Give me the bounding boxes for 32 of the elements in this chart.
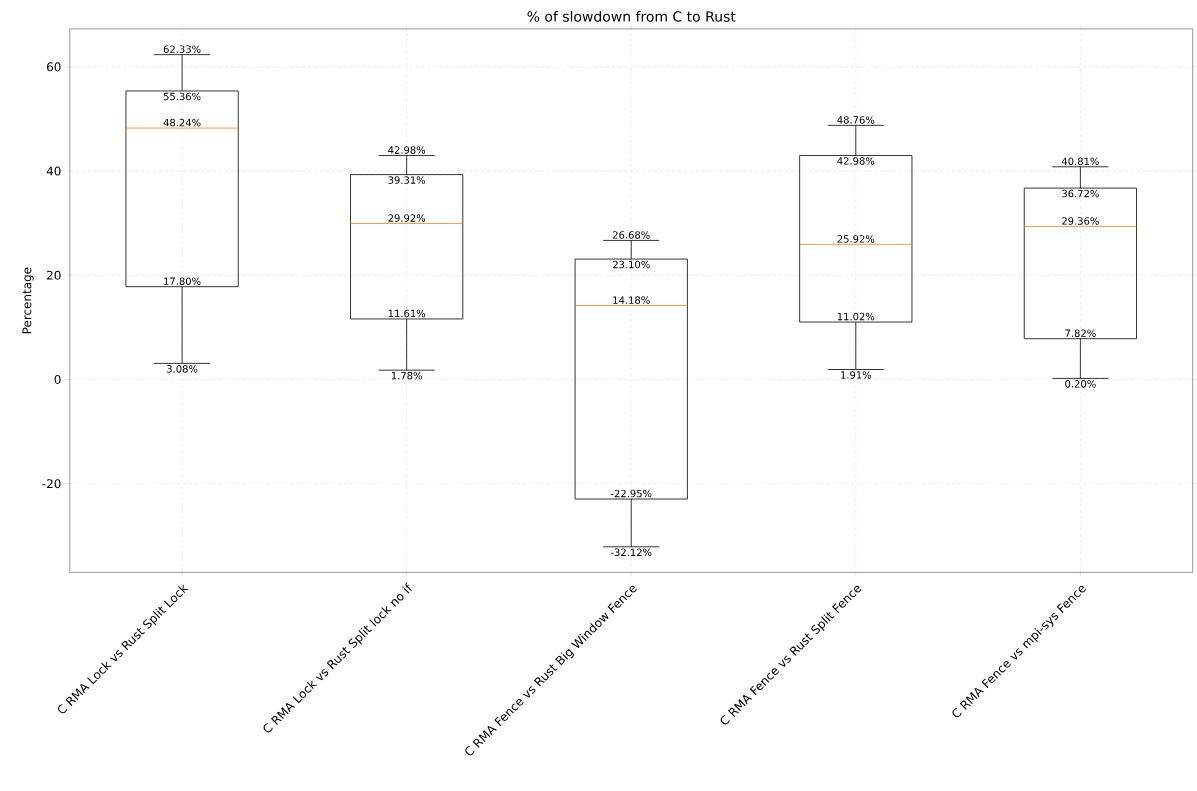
annotation: -22.95% [610,489,652,498]
annotation: 40.81% [1061,157,1099,166]
annotation: 48.24% [163,118,201,127]
annotation: 11.61% [388,309,426,318]
annotation: 29.36% [1062,217,1099,225]
annotation: 14.18% [613,296,650,304]
y-tick-label: 60 [47,62,61,72]
y-axis-title: Percentage [22,267,34,334]
y-tick-label: 20 [47,270,61,280]
annotation: 11.02% [837,312,875,321]
annotation: 62.33% [163,45,201,54]
annotation: 36.72% [1062,189,1099,198]
annotation: 1.91% [841,371,872,379]
annotation: 55.36% [163,92,201,101]
annotation: 3.08% [167,365,198,373]
annotation: 26.68% [612,231,650,239]
annotation: 42.98% [388,146,426,154]
y-tick-label: 40 [46,166,61,176]
y-tick-label: -20 [42,479,61,489]
annotation: 1.78% [391,371,422,380]
chart-title: % of slowdown from C to Rust [527,11,736,22]
annotation: 39.31% [388,176,426,184]
annotation: 29.92% [388,214,426,222]
annotation: 48.76% [837,116,875,124]
annotation: 7.82% [1065,329,1096,338]
annotation: 42.98% [837,157,875,165]
annotation: 0.20% [1065,380,1096,388]
annotation: 23.10% [612,260,650,269]
y-tick-label: 0 [54,375,61,385]
annotation: -32.12% [610,548,652,557]
annotation: 17.80% [164,277,201,286]
annotation: 25.92% [837,235,875,243]
